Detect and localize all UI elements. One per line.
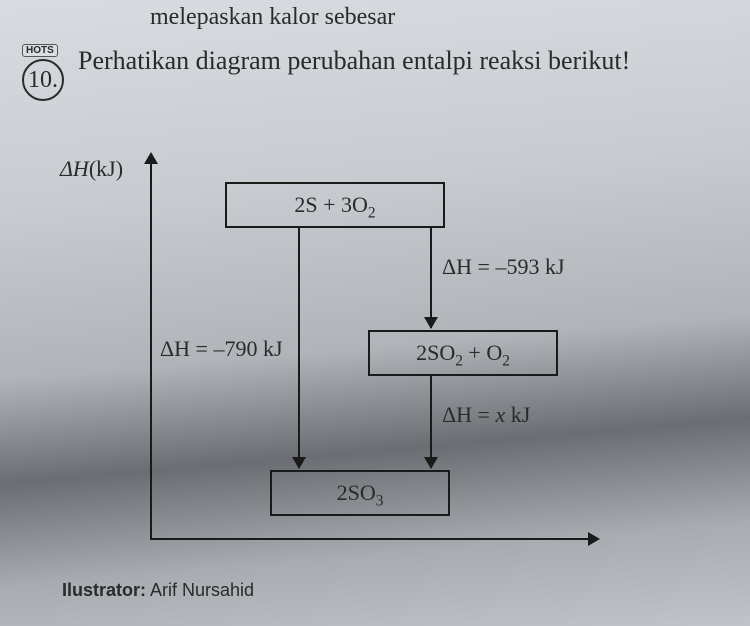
delta-h-x-suffix: kJ xyxy=(505,402,530,427)
delta-h-label-x: ΔH = x kJ xyxy=(442,402,530,428)
energy-level-top: 2S + 3O2 xyxy=(225,182,445,228)
cropped-previous-line: melepaskan kalor sebesar xyxy=(150,4,395,31)
delta-h-label-790: ΔH = –790 kJ xyxy=(160,336,283,362)
y-axis-unit: (kJ) xyxy=(89,156,123,181)
illustrator-credit: Ilustrator: Arif Nursahid xyxy=(62,580,254,601)
hots-badge: HOTS xyxy=(22,44,58,57)
y-axis-label: ΔH(kJ) xyxy=(60,156,123,182)
x-axis-arrowhead-icon xyxy=(588,532,600,546)
arrow-top-to-mid-icon xyxy=(430,228,432,328)
question-number-circle: 10. xyxy=(22,59,64,101)
enthalpy-diagram: ΔH(kJ) 2S + 3O2 2SO2 + O2 2SO3 ΔH = –593… xyxy=(60,150,620,570)
illustrator-name: Arif Nursahid xyxy=(146,580,254,600)
question-number-block: HOTS 10. xyxy=(22,40,64,101)
delta-h-label-593: ΔH = –593 kJ xyxy=(442,254,565,280)
formula-reactants: 2S + 3O2 xyxy=(294,192,375,218)
delta-h-x-prefix: ΔH = xyxy=(442,402,495,427)
energy-level-middle: 2SO2 + O2 xyxy=(368,330,558,376)
x-axis-line xyxy=(150,538,590,540)
arrow-top-to-bottom-icon xyxy=(298,228,300,468)
illustrator-label: Ilustrator: xyxy=(62,580,146,600)
energy-level-bottom: 2SO3 xyxy=(270,470,450,516)
arrow-mid-to-bottom-icon xyxy=(430,376,432,468)
page: melepaskan kalor sebesar HOTS 10. Perhat… xyxy=(0,0,750,626)
y-axis-line xyxy=(150,160,152,540)
delta-h-x-variable: x xyxy=(495,402,505,427)
y-axis-delta-h: ΔH xyxy=(60,156,89,181)
y-axis-arrowhead-icon xyxy=(144,152,158,164)
formula-product: 2SO3 xyxy=(337,480,384,506)
formula-intermediate: 2SO2 + O2 xyxy=(416,340,510,366)
question-text: Perhatikan diagram perubahan entalpi rea… xyxy=(78,42,730,80)
